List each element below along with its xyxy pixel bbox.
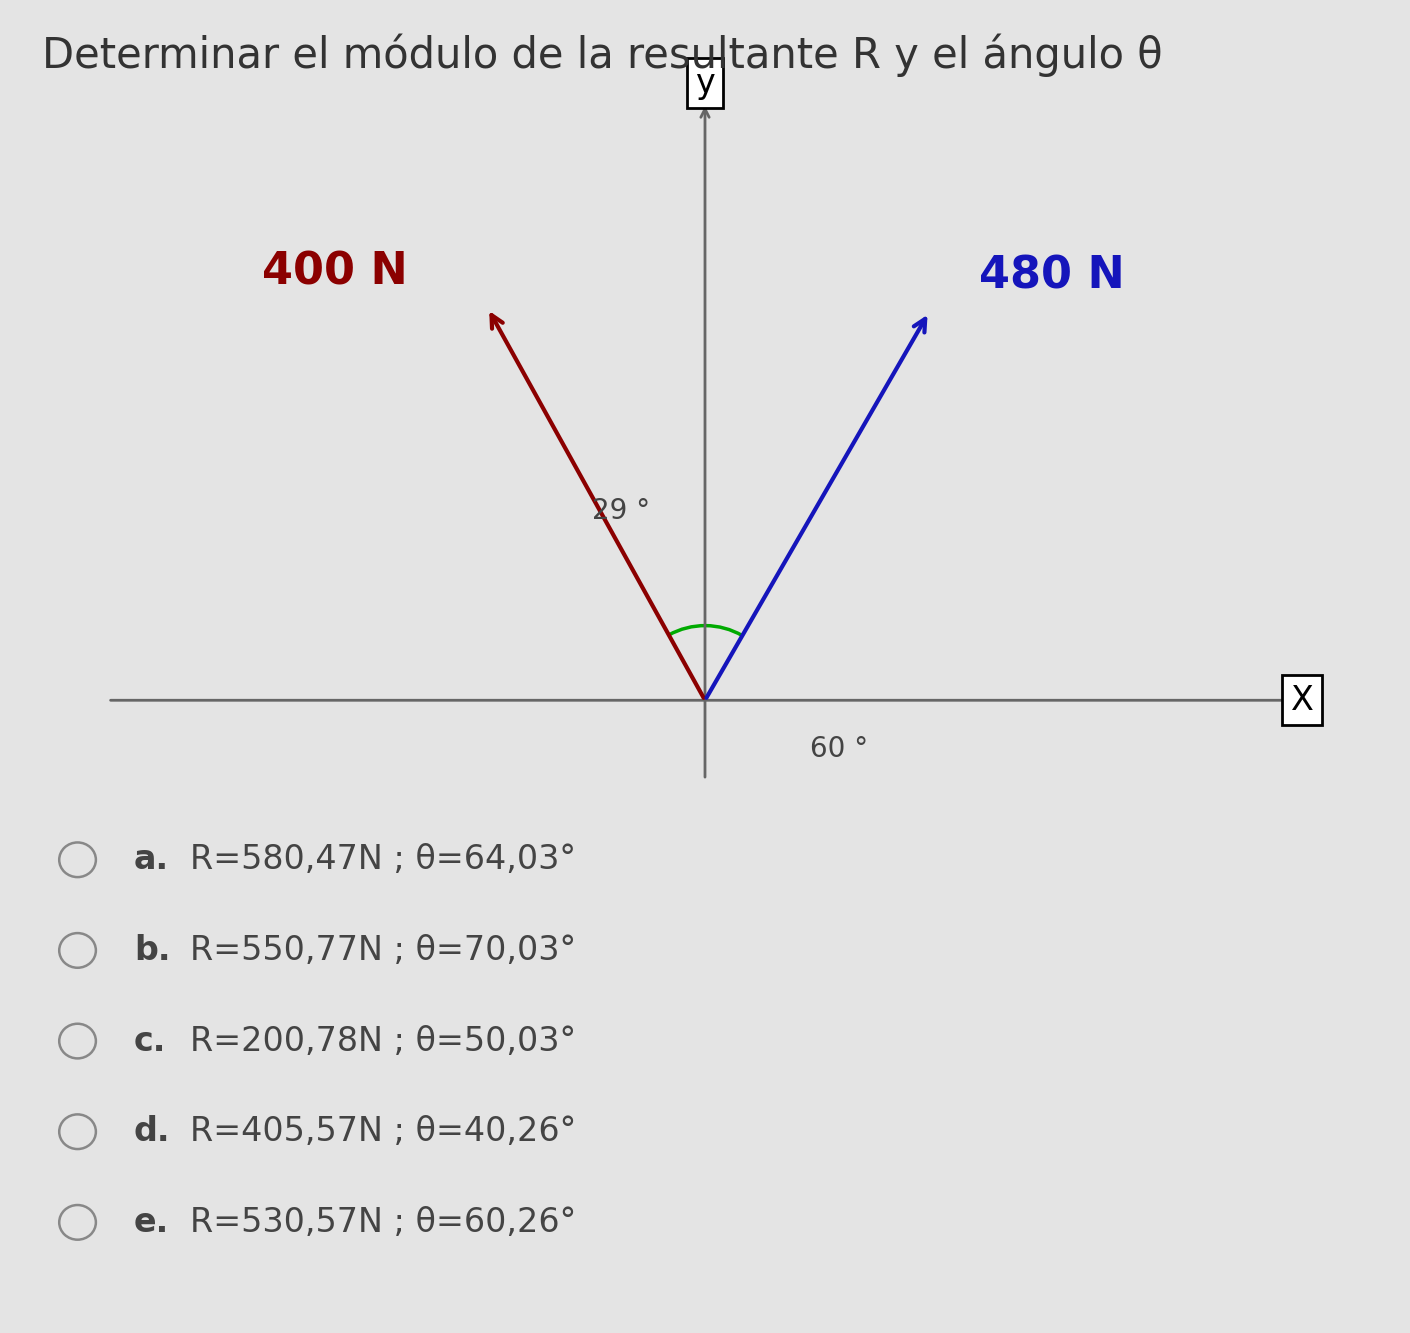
Text: R=550,77N ; θ=70,03°: R=550,77N ; θ=70,03°	[190, 934, 577, 966]
Text: e.: e.	[134, 1206, 169, 1238]
Text: R=405,57N ; θ=40,26°: R=405,57N ; θ=40,26°	[190, 1116, 577, 1148]
Text: d.: d.	[134, 1116, 171, 1148]
Text: R=200,78N ; θ=50,03°: R=200,78N ; θ=50,03°	[190, 1025, 577, 1057]
Text: 480 N: 480 N	[979, 255, 1124, 297]
Text: c.: c.	[134, 1025, 166, 1057]
Text: 400 N: 400 N	[262, 251, 409, 293]
Text: a.: a.	[134, 844, 169, 876]
Text: Determinar el módulo de la resultante R y el ángulo θ: Determinar el módulo de la resultante R …	[42, 33, 1163, 77]
Text: y: y	[695, 67, 715, 100]
Text: R=580,47N ; θ=64,03°: R=580,47N ; θ=64,03°	[190, 844, 577, 876]
Text: 29 °: 29 °	[592, 497, 650, 525]
Text: b.: b.	[134, 934, 171, 966]
Text: X: X	[1290, 684, 1314, 717]
Text: R=530,57N ; θ=60,26°: R=530,57N ; θ=60,26°	[190, 1206, 577, 1238]
Text: 60 °: 60 °	[809, 734, 867, 762]
